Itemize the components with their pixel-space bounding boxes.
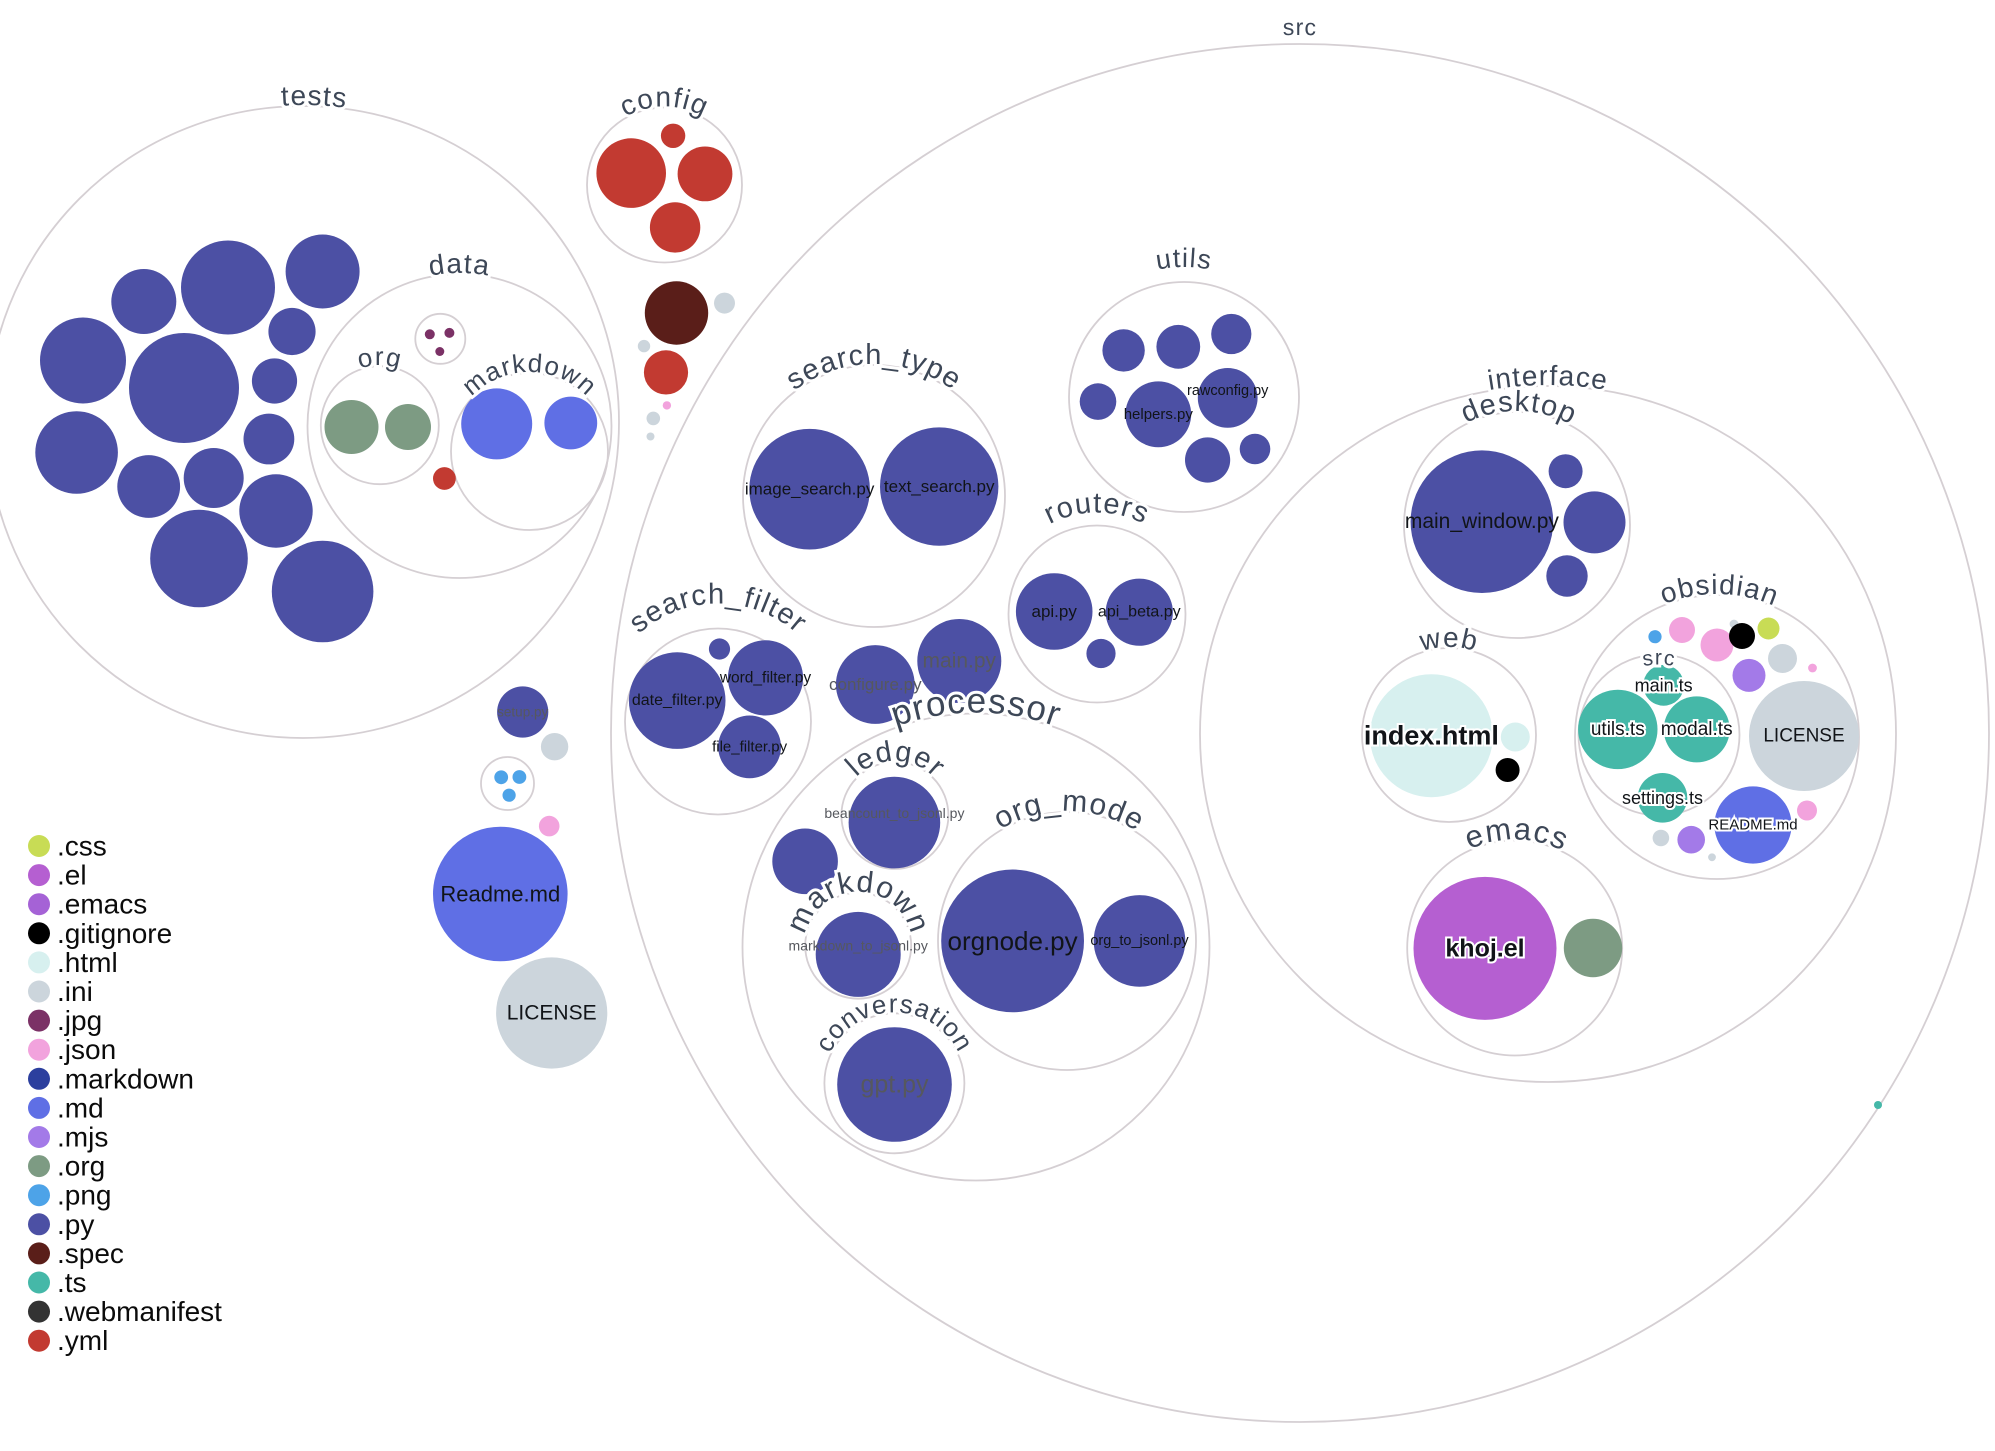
svg-text:desktop: desktop xyxy=(1456,385,1583,432)
svg-text:setup.py: setup.py xyxy=(497,705,548,720)
svg-text:emacs: emacs xyxy=(1459,810,1574,857)
svg-text:.ts: .ts xyxy=(57,1267,87,1298)
svg-text:obsidian: obsidian xyxy=(1655,568,1783,612)
svg-text:main.py: main.py xyxy=(923,650,997,673)
svg-text:org_to_jsonl.py: org_to_jsonl.py xyxy=(1090,933,1189,949)
svg-text:markdown: markdown xyxy=(456,348,603,402)
svg-text:rawconfig.py: rawconfig.py xyxy=(1187,383,1269,399)
svg-text:README.md: README.md xyxy=(1708,817,1797,834)
svg-text:.jpg: .jpg xyxy=(57,1005,102,1036)
svg-text:.png: .png xyxy=(57,1180,112,1211)
svg-text:main.ts: main.ts xyxy=(1635,675,1693,695)
svg-text:modal.ts: modal.ts xyxy=(1661,719,1733,740)
svg-text:org: org xyxy=(354,341,405,374)
svg-text:file_filter.py: file_filter.py xyxy=(712,738,788,755)
svg-text:LICENSE: LICENSE xyxy=(1763,726,1844,747)
svg-text:search_filter: search_filter xyxy=(623,578,813,639)
svg-text:search_type: search_type xyxy=(780,339,968,396)
svg-text:word_filter.py: word_filter.py xyxy=(719,669,812,686)
svg-text:gpt.py: gpt.py xyxy=(860,1071,929,1099)
svg-text:image_search.py: image_search.py xyxy=(745,480,875,499)
svg-text:Readme.md: Readme.md xyxy=(440,882,560,907)
svg-text:orgnode.py: orgnode.py xyxy=(948,926,1078,956)
svg-text:web: web xyxy=(1416,622,1481,657)
svg-text:src: src xyxy=(1283,14,1318,40)
svg-text:beancount_to_jsonl.py: beancount_to_jsonl.py xyxy=(824,805,964,821)
svg-text:api.py: api.py xyxy=(1032,602,1078,621)
svg-text:utils.ts: utils.ts xyxy=(1591,719,1645,740)
svg-text:.ini: .ini xyxy=(57,976,93,1007)
svg-text:.yml: .yml xyxy=(57,1325,108,1356)
svg-text:configure.py: configure.py xyxy=(829,675,922,694)
svg-text:.gitignore: .gitignore xyxy=(57,918,172,949)
svg-text:.markdown: .markdown xyxy=(57,1063,194,1094)
svg-text:.webmanifest: .webmanifest xyxy=(57,1296,222,1327)
svg-text:.emacs: .emacs xyxy=(57,889,147,920)
svg-text:main_window.py: main_window.py xyxy=(1405,510,1560,533)
svg-text:routers: routers xyxy=(1039,487,1155,530)
svg-text:data: data xyxy=(427,248,493,282)
svg-text:LICENSE: LICENSE xyxy=(507,1002,597,1025)
svg-text:.py: .py xyxy=(57,1209,94,1240)
svg-text:index.html: index.html xyxy=(1364,721,1499,751)
svg-text:settings.ts: settings.ts xyxy=(1622,788,1703,808)
svg-text:.html: .html xyxy=(57,947,118,978)
svg-text:config: config xyxy=(615,81,714,122)
svg-text:.md: .md xyxy=(57,1092,104,1123)
svg-text:.json: .json xyxy=(57,1034,116,1065)
svg-text:api_beta.py: api_beta.py xyxy=(1098,604,1181,621)
svg-text:tests: tests xyxy=(279,79,349,114)
svg-text:src: src xyxy=(1641,647,1677,671)
svg-text:text_search.py: text_search.py xyxy=(884,477,995,496)
svg-text:interface: interface xyxy=(1485,360,1610,396)
svg-text:markdown_to_jsonl.py: markdown_to_jsonl.py xyxy=(789,938,928,954)
svg-text:date_filter.py: date_filter.py xyxy=(632,692,723,709)
svg-text:.org: .org xyxy=(57,1151,105,1182)
svg-text:khoj.el: khoj.el xyxy=(1445,934,1524,962)
svg-text:.spec: .spec xyxy=(57,1238,124,1269)
svg-text:helpers.py: helpers.py xyxy=(1124,406,1194,423)
svg-text:org_mode: org_mode xyxy=(988,783,1151,838)
svg-text:ledger: ledger xyxy=(839,734,952,783)
svg-text:utils: utils xyxy=(1154,243,1215,276)
svg-text:.el: .el xyxy=(57,860,87,891)
svg-text:.css: .css xyxy=(57,831,107,862)
svg-text:.mjs: .mjs xyxy=(57,1122,108,1153)
